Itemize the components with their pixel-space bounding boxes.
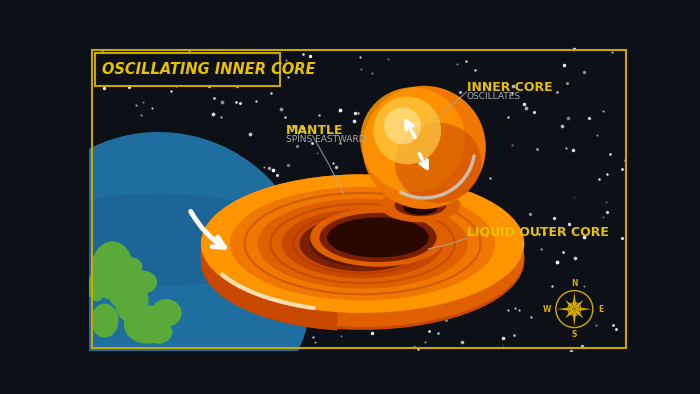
Polygon shape (201, 174, 363, 260)
Ellipse shape (108, 280, 132, 308)
Ellipse shape (326, 227, 399, 260)
Ellipse shape (310, 208, 446, 267)
Ellipse shape (327, 217, 429, 258)
Polygon shape (557, 307, 574, 311)
Ellipse shape (91, 241, 134, 300)
Ellipse shape (373, 97, 441, 164)
Ellipse shape (304, 234, 421, 287)
Ellipse shape (201, 174, 524, 313)
Ellipse shape (384, 107, 421, 144)
Polygon shape (565, 300, 574, 309)
Ellipse shape (201, 188, 524, 327)
Polygon shape (574, 307, 592, 311)
Polygon shape (574, 309, 584, 318)
Polygon shape (573, 309, 576, 326)
Ellipse shape (230, 187, 495, 301)
Ellipse shape (380, 188, 461, 222)
Text: E: E (598, 305, 604, 314)
Text: LIQUID OUTER CORE: LIQUID OUTER CORE (466, 226, 608, 239)
FancyBboxPatch shape (95, 54, 280, 86)
Ellipse shape (403, 200, 438, 215)
Circle shape (5, 132, 312, 394)
Polygon shape (565, 309, 574, 318)
Polygon shape (574, 300, 584, 309)
Text: OSCILLATES: OSCILLATES (466, 92, 521, 101)
Ellipse shape (91, 304, 118, 338)
Ellipse shape (201, 191, 524, 330)
Ellipse shape (145, 321, 172, 344)
Text: S: S (572, 330, 577, 339)
Ellipse shape (300, 216, 426, 271)
Polygon shape (573, 292, 576, 309)
Ellipse shape (258, 199, 468, 289)
Text: MANTLE: MANTLE (286, 124, 343, 137)
Ellipse shape (319, 213, 437, 262)
Ellipse shape (363, 86, 486, 209)
Ellipse shape (307, 233, 418, 282)
Text: W: W (543, 305, 552, 314)
Ellipse shape (360, 87, 465, 192)
Text: OSCILLATING INNER CORE: OSCILLATING INNER CORE (102, 62, 315, 77)
Ellipse shape (395, 194, 446, 216)
Ellipse shape (88, 271, 106, 301)
Ellipse shape (13, 193, 305, 286)
Text: INNER CORE: INNER CORE (466, 81, 552, 94)
Text: N: N (571, 279, 577, 288)
Ellipse shape (121, 258, 142, 276)
Ellipse shape (151, 299, 182, 327)
Ellipse shape (130, 271, 157, 294)
Ellipse shape (281, 209, 444, 278)
Ellipse shape (310, 221, 415, 267)
Ellipse shape (395, 123, 481, 203)
Polygon shape (201, 243, 337, 331)
Text: SPINS EASTWARD: SPINS EASTWARD (286, 135, 365, 144)
Ellipse shape (115, 280, 148, 323)
Ellipse shape (124, 305, 170, 344)
